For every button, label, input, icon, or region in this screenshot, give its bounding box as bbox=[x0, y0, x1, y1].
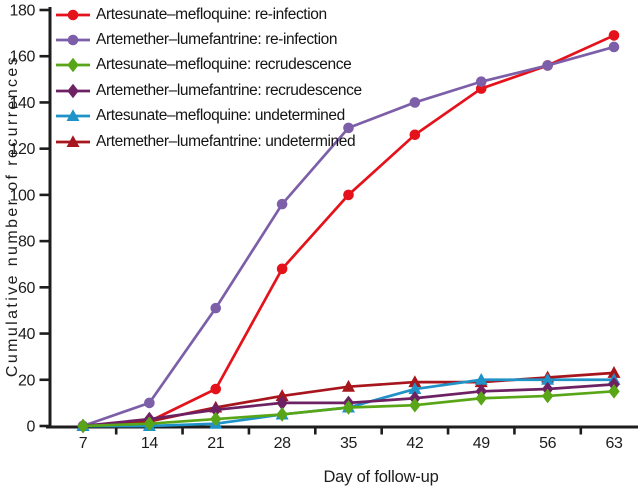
svg-text:28: 28 bbox=[274, 435, 291, 452]
svg-text:56: 56 bbox=[539, 435, 556, 452]
svg-text:140: 140 bbox=[10, 95, 36, 112]
svg-text:21: 21 bbox=[207, 435, 224, 452]
legend-label: Artemether–lumefantrine: undetermined bbox=[96, 132, 356, 150]
svg-text:120: 120 bbox=[10, 141, 36, 158]
svg-text:35: 35 bbox=[340, 435, 357, 452]
circle-marker-icon bbox=[56, 34, 90, 46]
svg-text:160: 160 bbox=[10, 49, 36, 66]
legend-label: Artemether–lumefantrine: re-infection bbox=[96, 31, 338, 49]
svg-text:0: 0 bbox=[27, 419, 36, 436]
y-axis-title: Cumulative number of recurrences bbox=[4, 54, 21, 378]
legend-label: Artesunate–mefloquine: undetermined bbox=[96, 107, 345, 125]
legend-label: Artemether–lumefantrine: recrudescence bbox=[96, 81, 362, 99]
circle-marker-icon bbox=[56, 9, 90, 20]
legend: Artesunate–mefloquine: re-infection Arte… bbox=[55, 2, 362, 154]
svg-text:20: 20 bbox=[18, 372, 35, 389]
legend-item: Artemether–lumefantrine: undetermined bbox=[55, 129, 362, 154]
legend-item: Artesunate–mefloquine: recrudescence bbox=[55, 53, 362, 78]
legend-label: Artesunate–mefloquine: recrudescence bbox=[96, 56, 352, 74]
svg-text:100: 100 bbox=[10, 187, 36, 204]
svg-text:42: 42 bbox=[406, 435, 423, 452]
triangle-marker-icon bbox=[56, 109, 90, 122]
legend-item: Artesunate–mefloquine: re-infection bbox=[55, 2, 362, 27]
legend-label: Artesunate–mefloquine: re-infection bbox=[96, 5, 327, 23]
legend-item: Artemether–lumefantrine: recrudescence bbox=[55, 78, 362, 103]
svg-text:49: 49 bbox=[473, 435, 490, 452]
triangle-marker-icon bbox=[56, 134, 90, 147]
diamond-marker-icon bbox=[56, 83, 90, 99]
legend-item: Artemether–lumefantrine: re-infection bbox=[55, 27, 362, 52]
svg-text:180: 180 bbox=[10, 3, 36, 20]
svg-text:60: 60 bbox=[18, 280, 35, 297]
legend-item: Artesunate–mefloquine: undetermined bbox=[55, 104, 362, 129]
diamond-marker-icon bbox=[56, 58, 90, 73]
svg-text:80: 80 bbox=[18, 234, 35, 251]
svg-text:63: 63 bbox=[605, 435, 622, 452]
svg-text:7: 7 bbox=[79, 435, 88, 452]
svg-text:14: 14 bbox=[141, 435, 158, 452]
x-axis-title: Day of follow-up bbox=[323, 468, 439, 486]
svg-text:40: 40 bbox=[18, 326, 35, 343]
